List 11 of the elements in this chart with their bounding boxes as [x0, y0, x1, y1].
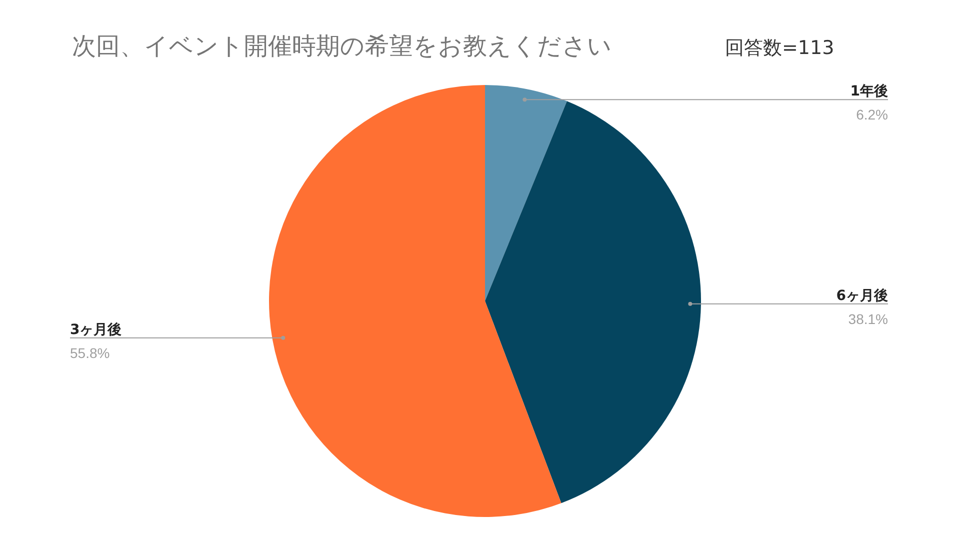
data-label: 55.8%: [70, 344, 110, 361]
pie-slice: [269, 85, 562, 517]
slice-label: 3ヶ月後: [70, 322, 122, 338]
data-label: 6.2%: [856, 106, 888, 123]
slice-label: 1年後: [850, 84, 888, 100]
text: 回答数=113: [725, 37, 834, 59]
chart-title: 次回、イベント開催時期の希望をお教えください: [72, 32, 612, 60]
pie-slice: [485, 85, 567, 301]
pie-slice: [485, 101, 701, 504]
data-label: 38.1%: [848, 310, 888, 327]
slice-label: 6ヶ月後: [836, 288, 888, 304]
